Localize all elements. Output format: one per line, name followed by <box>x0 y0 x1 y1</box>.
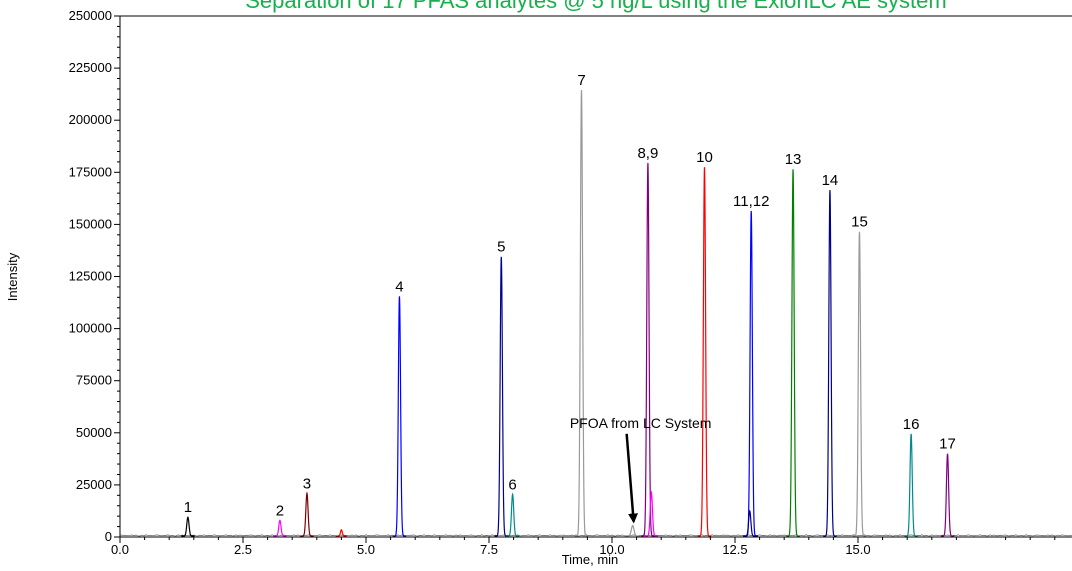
y-tick-label: 150000 <box>69 216 112 231</box>
peak-trace-6 <box>505 492 520 537</box>
y-axis-title: Intensity <box>5 252 20 301</box>
peak-labels: 1 2 3 4 5 6 7 8,9 10 11,12 13 14 15 16 17 <box>184 72 956 519</box>
x-tick-label: 7.5 <box>480 542 498 557</box>
peak-trace-minor-2 <box>336 529 347 537</box>
y-tick-label: 125000 <box>69 269 112 284</box>
peak-label: 7 <box>577 72 585 89</box>
peak-trace-minor-10 <box>644 490 659 537</box>
y-tick-label: 25000 <box>76 477 112 492</box>
y-tick-label: 100000 <box>69 321 112 336</box>
peak-label: 13 <box>785 151 802 168</box>
peak-trace-15 <box>852 231 867 537</box>
peak-label: 3 <box>303 475 311 492</box>
peak-trace-14 <box>823 190 837 537</box>
peak-trace-7 <box>574 89 589 537</box>
y-tick-label: 250000 <box>69 8 112 23</box>
peak-trace-3 <box>300 491 314 537</box>
peak-label: 2 <box>276 502 284 519</box>
peak-label: 1 <box>184 499 192 516</box>
peak-label: 4 <box>395 278 403 295</box>
plot-area <box>120 89 1072 537</box>
peak-trace-5 <box>494 256 508 537</box>
peak-label: 14 <box>822 172 839 189</box>
peak-label: 6 <box>508 476 516 493</box>
traces <box>120 89 1072 537</box>
peak-trace-4 <box>392 296 407 537</box>
peak-trace-11-12 <box>744 210 758 537</box>
x-tick-label: 10.0 <box>599 542 624 557</box>
peak-trace-minor-13 <box>743 509 757 537</box>
y-tick-label: 50000 <box>76 425 112 440</box>
y-tick-label: 225000 <box>69 60 112 75</box>
x-axis-title: Time, min <box>562 552 619 567</box>
peak-trace-16 <box>904 433 918 537</box>
annotation-text: PFOA from LC System <box>570 415 712 431</box>
baseline-trace <box>120 534 1072 537</box>
x-tick-label: 15.0 <box>845 542 870 557</box>
peak-label: 16 <box>903 416 920 433</box>
peak-trace-13 <box>786 169 800 537</box>
peak-trace-8-9 <box>641 162 655 537</box>
peak-label: 10 <box>696 149 713 166</box>
chart-title: Separation of 17 PFAS analytes @ 5 ng/L … <box>245 0 946 13</box>
annotations: PFOA from LC System <box>570 415 712 524</box>
peak-label: 17 <box>939 436 956 453</box>
y-tick-label: 200000 <box>69 112 112 127</box>
peak-label: 8,9 <box>637 145 658 162</box>
y-tick-label: 75000 <box>76 373 112 388</box>
peak-trace-10 <box>697 167 712 537</box>
peak-label: 15 <box>851 214 868 231</box>
x-tick-label: 5.0 <box>357 542 375 557</box>
peak-trace-17 <box>940 453 955 537</box>
x-tick-label: 2.5 <box>234 542 252 557</box>
peak-label: 11,12 <box>733 193 769 210</box>
x-tick-label: 0.0 <box>111 542 129 557</box>
peak-trace-minor-8 <box>624 524 641 537</box>
annotation-arrow <box>625 433 639 524</box>
axis-ticks: 0 25000 50000 75000 100000 125000 150000 175000… <box>69 8 1056 557</box>
x-tick-label: 12.5 <box>722 542 747 557</box>
peak-trace-1 <box>181 516 195 537</box>
y-tick-label: 175000 <box>69 164 112 179</box>
peak-trace-2 <box>273 519 287 537</box>
y-tick-label: 0 <box>105 529 112 544</box>
peak-label: 5 <box>497 239 505 256</box>
